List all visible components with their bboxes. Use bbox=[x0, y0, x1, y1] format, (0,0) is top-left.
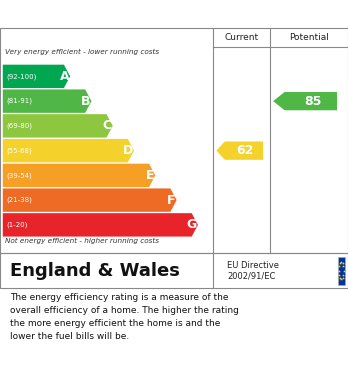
Text: Potential: Potential bbox=[289, 33, 329, 42]
Text: Very energy efficient - lower running costs: Very energy efficient - lower running co… bbox=[5, 49, 159, 55]
Text: (81-91): (81-91) bbox=[6, 98, 32, 104]
Bar bbox=[338, 256, 345, 285]
Polygon shape bbox=[3, 114, 113, 138]
Text: (39-54): (39-54) bbox=[6, 172, 32, 179]
Text: E: E bbox=[146, 169, 154, 182]
Text: B: B bbox=[81, 95, 90, 108]
Polygon shape bbox=[3, 65, 70, 88]
Text: (21-38): (21-38) bbox=[6, 197, 32, 203]
Polygon shape bbox=[3, 90, 92, 113]
Text: A: A bbox=[60, 70, 69, 83]
Text: F: F bbox=[167, 194, 176, 206]
Text: C: C bbox=[103, 119, 112, 133]
Text: EU Directive: EU Directive bbox=[227, 261, 279, 270]
Text: England & Wales: England & Wales bbox=[10, 262, 180, 280]
Text: (92-100): (92-100) bbox=[6, 73, 37, 80]
Polygon shape bbox=[3, 188, 177, 212]
Text: The energy efficiency rating is a measure of the
overall efficiency of a home. T: The energy efficiency rating is a measur… bbox=[10, 293, 239, 341]
Text: Current: Current bbox=[224, 33, 259, 42]
Text: (55-68): (55-68) bbox=[6, 147, 32, 154]
Polygon shape bbox=[273, 92, 337, 110]
Text: 85: 85 bbox=[304, 95, 322, 108]
Polygon shape bbox=[3, 139, 134, 162]
Text: Energy Efficiency Rating: Energy Efficiency Rating bbox=[10, 7, 220, 22]
Text: 2002/91/EC: 2002/91/EC bbox=[227, 271, 275, 280]
Text: 62: 62 bbox=[237, 144, 254, 157]
Text: (1-20): (1-20) bbox=[6, 222, 27, 228]
Text: (69-80): (69-80) bbox=[6, 123, 32, 129]
Polygon shape bbox=[3, 164, 155, 187]
Text: G: G bbox=[187, 219, 197, 231]
Text: D: D bbox=[123, 144, 133, 157]
Polygon shape bbox=[3, 213, 198, 237]
Text: Not energy efficient - higher running costs: Not energy efficient - higher running co… bbox=[5, 239, 159, 244]
Polygon shape bbox=[216, 142, 263, 160]
